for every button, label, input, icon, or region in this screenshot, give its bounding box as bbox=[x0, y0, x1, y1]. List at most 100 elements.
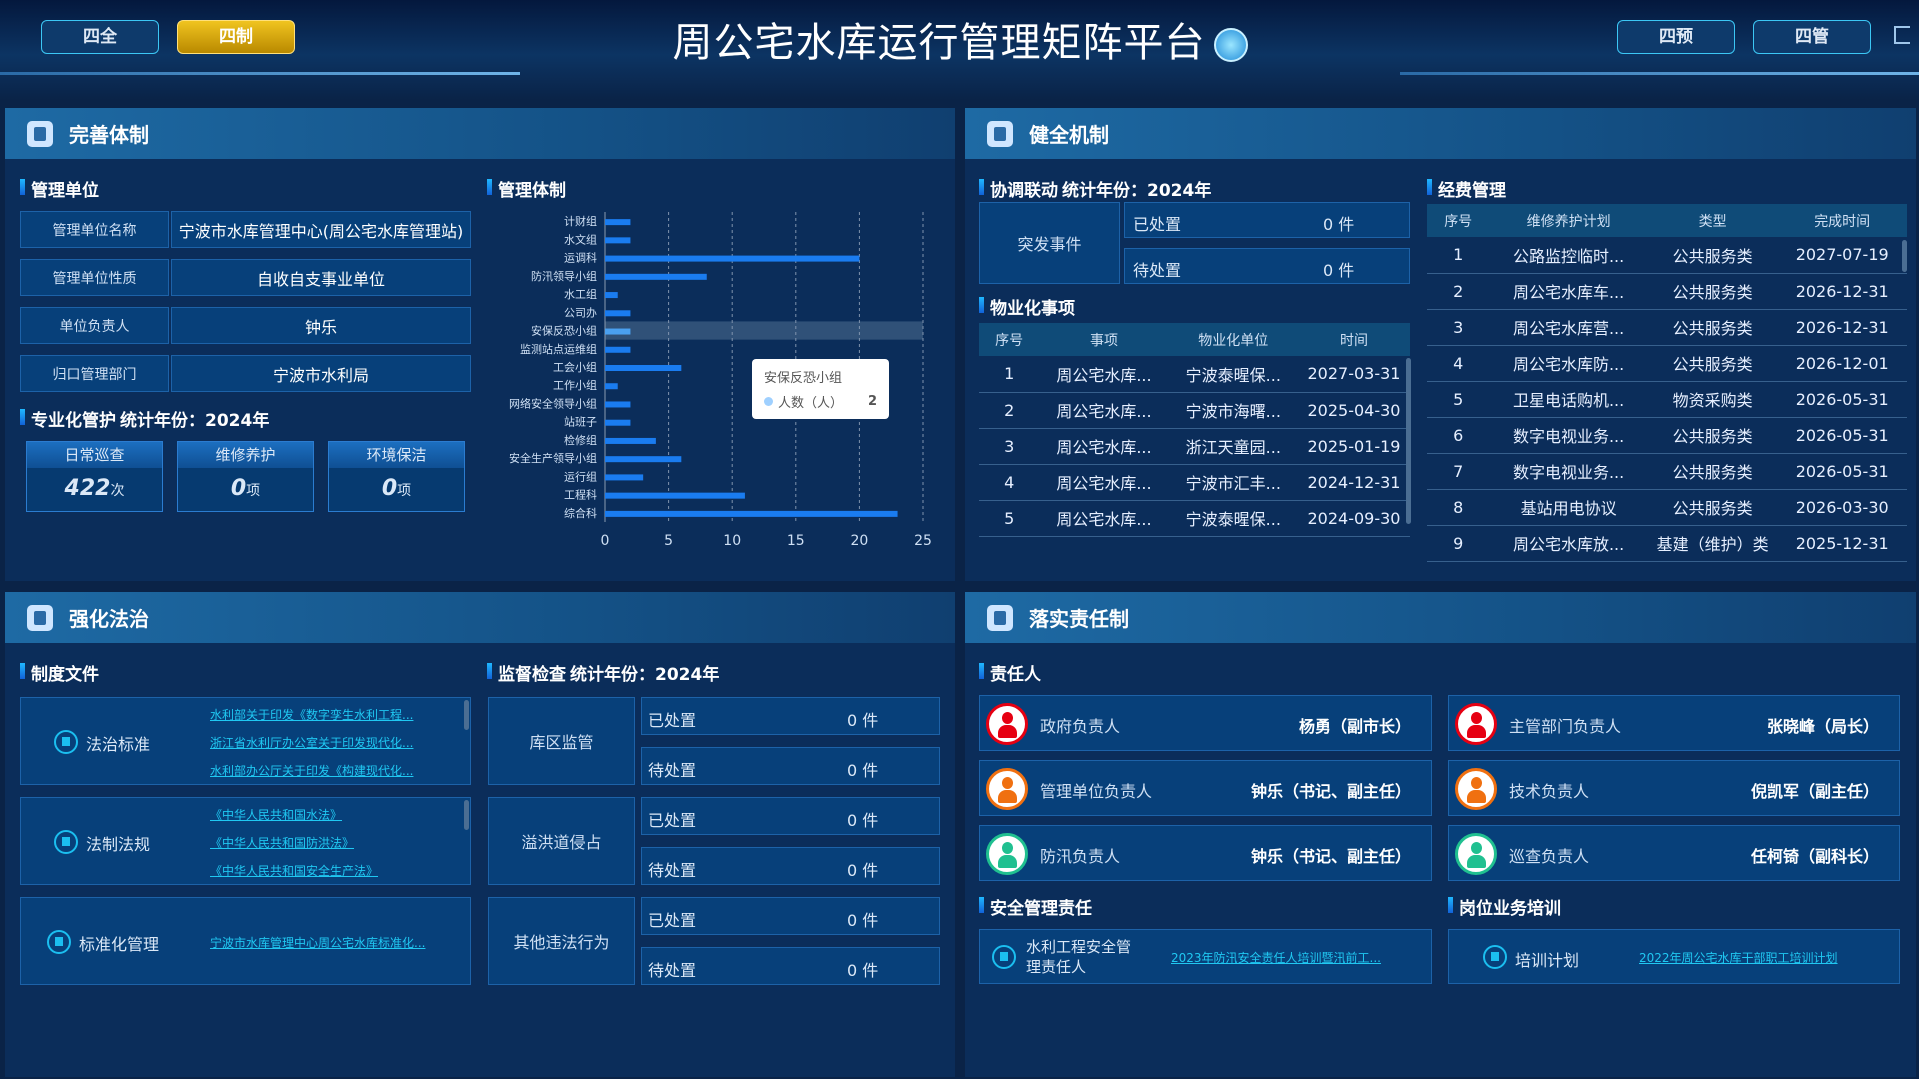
table-cell: 2025-01-19 bbox=[1297, 428, 1410, 465]
person-card[interactable]: 管理单位负责人 钟乐（书记、副主任） bbox=[979, 760, 1432, 816]
table-header: 完成时间 bbox=[1777, 204, 1907, 237]
table-row[interactable]: 1 公路监控临时... 公共服务类 2027-07-19 bbox=[1427, 237, 1907, 274]
y-tick-label: 计财组 bbox=[564, 214, 597, 228]
nav-siguan[interactable]: 四管 bbox=[1753, 20, 1871, 54]
document-icon bbox=[54, 730, 78, 754]
doc-link[interactable]: 《中华人民共和国水法》 bbox=[210, 808, 343, 822]
table-cell: 周公宅水库... bbox=[1039, 428, 1169, 465]
fund-table-scrollbar[interactable] bbox=[1902, 240, 1907, 272]
section-fund-title: 经费管理 bbox=[1427, 176, 1506, 201]
safety-link[interactable]: 2023年防汛安全责任人培训暨汛前工... bbox=[1171, 951, 1381, 965]
section-docs-title: 制度文件 bbox=[20, 660, 99, 685]
doc-group: 法制法规 《中华人民共和国水法》 《中华人民共和国防洪法》 《中华人民共和国安全生产法… bbox=[20, 797, 471, 885]
doc-link[interactable]: 水利部办公厅关于印发《构建现代化... bbox=[210, 764, 414, 778]
table-row[interactable]: 5 卫星电话购机... 物资采购类 2026-05-31 bbox=[1427, 381, 1907, 418]
doc-scrollbar[interactable] bbox=[464, 700, 469, 730]
document-icon bbox=[27, 604, 53, 631]
person-card[interactable]: 巡查负责人 任柯锜（副科长） bbox=[1448, 825, 1900, 881]
y-tick-label: 运调科 bbox=[564, 251, 597, 265]
table-row[interactable]: 9 周公宅水库放... 基建（维护）类 2025-12-31 bbox=[1427, 525, 1907, 562]
table-cell: 2024-12-31 bbox=[1297, 464, 1410, 501]
doc-group: 标准化管理 宁波市水库管理中心周公宅水库标准化... bbox=[20, 897, 471, 985]
bar bbox=[605, 474, 644, 481]
tooltip-series: 人数（人） bbox=[778, 396, 844, 411]
table-cell: 2027-07-19 bbox=[1777, 237, 1907, 274]
table-cell: 2026-12-01 bbox=[1777, 345, 1907, 382]
y-tick-label: 水工组 bbox=[564, 287, 597, 301]
doc-link[interactable]: 浙江省水利厅办公室关于印发现代化... bbox=[210, 736, 414, 750]
doc-link[interactable]: 《中华人民共和国防洪法》 bbox=[210, 836, 355, 850]
row-label: 待处置 bbox=[648, 961, 697, 980]
panel-title: 强化法治 bbox=[69, 607, 149, 631]
card-unit: 项 bbox=[246, 483, 261, 499]
section-pro-label: 专业化管护 bbox=[31, 411, 116, 431]
person-card[interactable]: 技术负责人 倪凯军（副主任） bbox=[1448, 760, 1900, 816]
emergency-label: 突发事件 bbox=[979, 202, 1120, 284]
table-cell: 基站用电协议 bbox=[1489, 489, 1648, 526]
card-unit: 次 bbox=[110, 483, 125, 499]
bar bbox=[605, 273, 707, 280]
table-row[interactable]: 3 周公宅水库... 浙江天童园... 2025-01-19 bbox=[979, 428, 1410, 465]
management-bar-chart: 0 5 10 15 20 25计财组水文组运调科防汛领导小组水工组公司办安保反恐小组监测站… bbox=[509, 212, 932, 549]
table-cell: 2025-12-31 bbox=[1777, 525, 1907, 562]
person-role: 主管部门负责人 bbox=[1509, 717, 1622, 736]
nav-siyu[interactable]: 四预 bbox=[1617, 20, 1735, 54]
logout-icon[interactable] bbox=[1894, 26, 1910, 44]
card-number: 0 bbox=[381, 476, 398, 501]
table-cell: 物资采购类 bbox=[1647, 381, 1778, 418]
nav-siquan[interactable]: 四全 bbox=[41, 20, 159, 54]
person-card[interactable]: 主管部门负责人 张晓峰（局长） bbox=[1448, 695, 1900, 751]
table-row[interactable]: 7 数字电视业务... 公共服务类 2026-05-31 bbox=[1427, 453, 1907, 490]
section-sup-title: 监督检查 统计年份：2024年 bbox=[487, 660, 719, 685]
table-cell: 4 bbox=[1427, 345, 1490, 382]
bar bbox=[605, 510, 898, 517]
nav-sizhi[interactable]: 四制 bbox=[177, 20, 295, 54]
table-row[interactable]: 2 周公宅水库... 宁波市海曙... 2025-04-30 bbox=[979, 392, 1410, 429]
table-row[interactable]: 8 基站用电协议 公共服务类 2026-03-30 bbox=[1427, 489, 1907, 526]
table-row[interactable]: 4 周公宅水库防... 公共服务类 2026-12-01 bbox=[1427, 345, 1907, 382]
sup-label: 溢洪道侵占 bbox=[488, 797, 635, 885]
person-avatar-icon bbox=[986, 833, 1028, 875]
doc-link[interactable]: 水利部关于印发《数字孪生水利工程... bbox=[210, 708, 414, 722]
chart-tooltip: 安保反恐小组 人数（人） 2 bbox=[752, 359, 889, 419]
table-row[interactable]: 4 周公宅水库... 宁波市汇丰... 2024-12-31 bbox=[979, 464, 1410, 501]
table-cell: 2025-04-30 bbox=[1297, 392, 1410, 429]
table-row[interactable]: 3 周公宅水库营... 公共服务类 2026-12-31 bbox=[1427, 309, 1907, 346]
person-card[interactable]: 政府负责人 杨勇（副市长） bbox=[979, 695, 1432, 751]
handled-row: 已处置 0 件 bbox=[1124, 202, 1410, 238]
toggle-icon[interactable] bbox=[1213, 28, 1248, 62]
table-row[interactable]: 6 数字电视业务... 公共服务类 2026-05-31 bbox=[1427, 417, 1907, 454]
sup-row: 待处置 0 件 bbox=[641, 947, 940, 985]
doc-scrollbar[interactable] bbox=[464, 800, 469, 830]
stat-year: 统计年份：2024年 bbox=[570, 665, 720, 685]
table-cell: 公共服务类 bbox=[1647, 273, 1778, 310]
table-cell: 公共服务类 bbox=[1647, 345, 1778, 382]
train-link[interactable]: 2022年周公宅水库干部职工培训计划 bbox=[1639, 951, 1838, 965]
panel-title: 落实责任制 bbox=[1029, 607, 1129, 631]
document-icon bbox=[54, 830, 78, 854]
section-coord-title: 协调联动 统计年份：2024年 bbox=[979, 176, 1211, 201]
person-avatar-icon bbox=[1455, 833, 1497, 875]
table-row[interactable]: 2 周公宅水库车... 公共服务类 2026-12-31 bbox=[1427, 273, 1907, 310]
x-tick-label: 15 bbox=[787, 533, 805, 549]
unit-row-label: 管理单位名称 bbox=[20, 211, 169, 248]
bar bbox=[605, 292, 618, 299]
table-row[interactable]: 5 周公宅水库... 宁波泰暒保... 2024-09-30 bbox=[979, 500, 1410, 537]
table-row[interactable]: 1 周公宅水库... 宁波泰暒保... 2027-03-31 bbox=[979, 356, 1410, 393]
doc-link[interactable]: 《中华人民共和国安全生产法》 bbox=[210, 864, 379, 878]
unit-row-value: 自收自支事业单位 bbox=[171, 259, 471, 296]
property-table: 序号 事项 物业化单位 时间 1 周公宅水库... 宁波泰暒保... 2027-03-31 2 周… bbox=[979, 323, 1410, 537]
table-cell: 公路监控临时... bbox=[1489, 237, 1648, 274]
person-card[interactable]: 防汛负责人 钟乐（书记、副主任） bbox=[979, 825, 1432, 881]
row-value: 0 件 bbox=[847, 911, 879, 930]
bar bbox=[605, 419, 631, 426]
highlight-band bbox=[605, 321, 923, 340]
y-tick-label: 公司办 bbox=[564, 306, 597, 319]
table-cell: 2026-05-31 bbox=[1777, 453, 1907, 490]
section-sys-title: 管理体制 bbox=[487, 176, 566, 201]
table-cell: 周公宅水库... bbox=[1039, 356, 1169, 393]
row-label: 已处置 bbox=[648, 911, 697, 930]
row-value: 0 件 bbox=[847, 711, 879, 730]
doc-link[interactable]: 宁波市水库管理中心周公宅水库标准化... bbox=[210, 936, 426, 950]
property-table-scrollbar[interactable] bbox=[1406, 358, 1411, 524]
